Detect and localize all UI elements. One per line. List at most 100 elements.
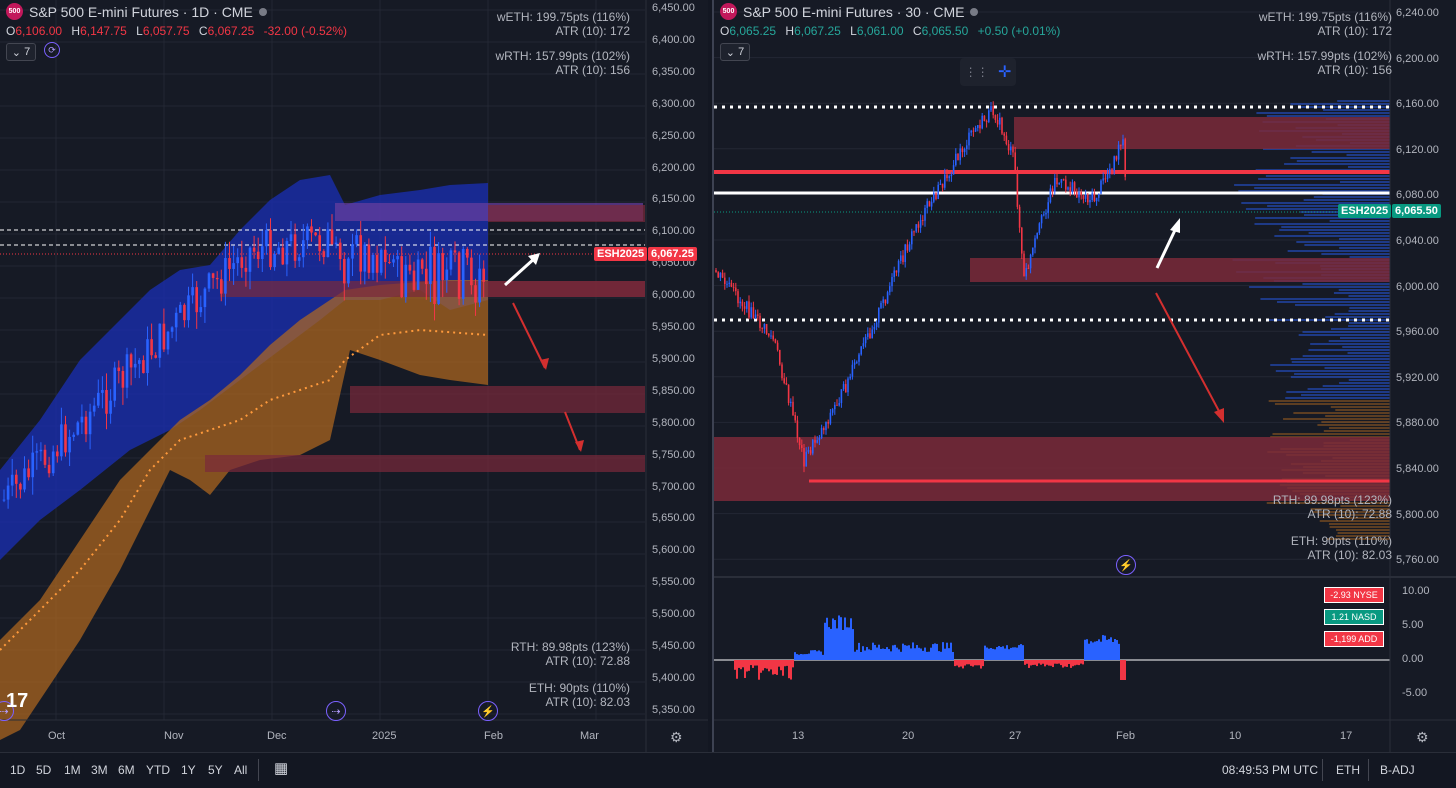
candle-body [478,268,481,303]
candle-body [1124,139,1126,177]
candle-body [809,450,812,454]
volume-profile-bar [1349,256,1390,258]
candle-body [717,272,719,278]
candle-body [873,326,876,330]
lightning-icon[interactable]: ⚡ [478,701,498,721]
daily-chart-canvas[interactable] [0,0,708,752]
candle-body [939,183,942,185]
candle-body [902,255,904,263]
breadth-bar [822,654,824,660]
drag-handle-icon[interactable]: ⋮⋮ [964,65,989,79]
timeframe-button-5d[interactable]: 5D [36,763,52,777]
timeframe-button-1y[interactable]: 1Y [181,763,196,777]
volume-profile-bar [1334,313,1390,315]
price-tick-label: 5.00 [1402,619,1424,631]
candle-body [748,301,750,318]
refresh-icon[interactable]: ⟳ [44,42,60,58]
settings-gear-icon[interactable]: ⚙ [670,729,683,745]
symbol-logo-icon: 500 [720,3,737,20]
drawing-toolbar[interactable]: ⋮⋮ ✛ [960,58,1016,86]
timeframe-button-6m[interactable]: 6M [118,763,135,777]
timeframe-button-3m[interactable]: 3M [91,763,108,777]
candle-body [179,304,182,313]
event-arrow-icon[interactable]: ⇢ [0,701,14,721]
price-tick-label: 6,000.00 [1396,280,1439,293]
candle-body [864,336,867,344]
calendar-range-icon[interactable]: ▦ [274,760,289,777]
breadth-bar [1028,660,1030,668]
candle-body [994,115,997,120]
breadth-bar [902,643,904,660]
arrow-head [1214,408,1224,423]
breadth-bar [1080,660,1082,664]
symbol-tag: ESH2025 [594,247,648,261]
settings-gear-icon[interactable]: ⚙ [1416,729,1429,745]
volume-profile-bar [1326,538,1390,540]
breadth-bar [878,644,880,660]
stat-line: ATR (10): 172 [1317,24,1392,38]
breadth-bar [900,651,902,660]
candle-body [425,268,428,285]
lightning-icon[interactable]: ⚡ [1116,555,1136,575]
indicators-toggle-button[interactable]: ⌄ 7 [6,43,36,61]
symbol-title[interactable]: S&P 500 E-mini Futures · 1D · CME [29,3,253,20]
candle-body [836,404,838,406]
price-tick-label: 5,700.00 [652,480,695,493]
breadth-bar [762,660,764,671]
volume-profile-bar [1249,286,1390,288]
breadth-bar [956,660,958,666]
breadth-bar [982,660,984,667]
chart-pane-30min[interactable]: 500 S&P 500 E-mini Futures · 30 · CME O6… [712,0,1456,752]
price-tick-label: 5,880.00 [1396,417,1439,430]
breadth-bar [826,617,828,660]
breadth-bar [750,660,752,666]
volume-profile-bar [1241,202,1390,204]
breadth-bar [1026,660,1028,664]
volume-profile-bar [1308,349,1390,351]
adjustment-button[interactable]: B-ADJ [1380,763,1415,777]
crosshair-icon[interactable]: ✛ [997,64,1012,81]
candle-body [966,145,968,150]
breadth-bar [1078,660,1080,666]
stats-daily-rth: RTH: 89.98pts (123%) ATR (10): 72.88 [511,640,630,668]
breadth-bar [752,660,754,668]
candle-body [1113,156,1115,171]
candle-body [1036,232,1038,239]
candle-body [1049,188,1052,203]
chart-pane-daily[interactable]: 500 S&P 500 E-mini Futures · 1D · CME O6… [0,0,708,752]
timeframe-button-1m[interactable]: 1M [64,763,81,777]
candle-body [1080,192,1082,196]
timeframe-button-1d[interactable]: 1D [10,763,26,777]
breadth-bar [846,627,848,660]
volume-profile-bar [1266,319,1390,321]
breadth-bar [780,660,782,671]
timeframe-button-all[interactable]: All [234,763,248,777]
volume-profile-bar [1296,160,1390,162]
candle-body [816,440,818,443]
breadth-bar [948,648,950,660]
candle-body [952,165,955,175]
candle-body [968,132,970,146]
candle-body [1106,173,1109,179]
breadth-bar [1010,647,1012,660]
candle-body [285,241,289,265]
symbol-title[interactable]: S&P 500 E-mini Futures · 30 · CME [743,3,965,20]
clock[interactable]: 08:49:53 PM UTC [1222,763,1319,777]
volume-profile-bar [1281,226,1390,228]
breadth-bar [980,660,982,669]
breadth-bar [976,660,978,666]
indicators-toggle-button[interactable]: ⌄ 7 [720,43,750,61]
time-tick-label: 13 [792,730,805,742]
intraday-chart-canvas[interactable] [714,0,1456,752]
candle-body [1062,179,1065,181]
volume-profile-bar [1312,511,1390,513]
candle-body [1122,139,1124,146]
event-arrow-icon[interactable]: ⇢ [326,701,346,721]
price-tick-label: 5,950.00 [652,321,695,333]
timeframe-button-ytd[interactable]: YTD [146,763,170,777]
candle-body [726,283,728,285]
breadth-bar [1070,660,1072,668]
timeframe-button-5y[interactable]: 5Y [208,763,223,777]
session-button[interactable]: ETH [1336,763,1360,777]
price-tick-label: 6,240.00 [1396,7,1439,19]
